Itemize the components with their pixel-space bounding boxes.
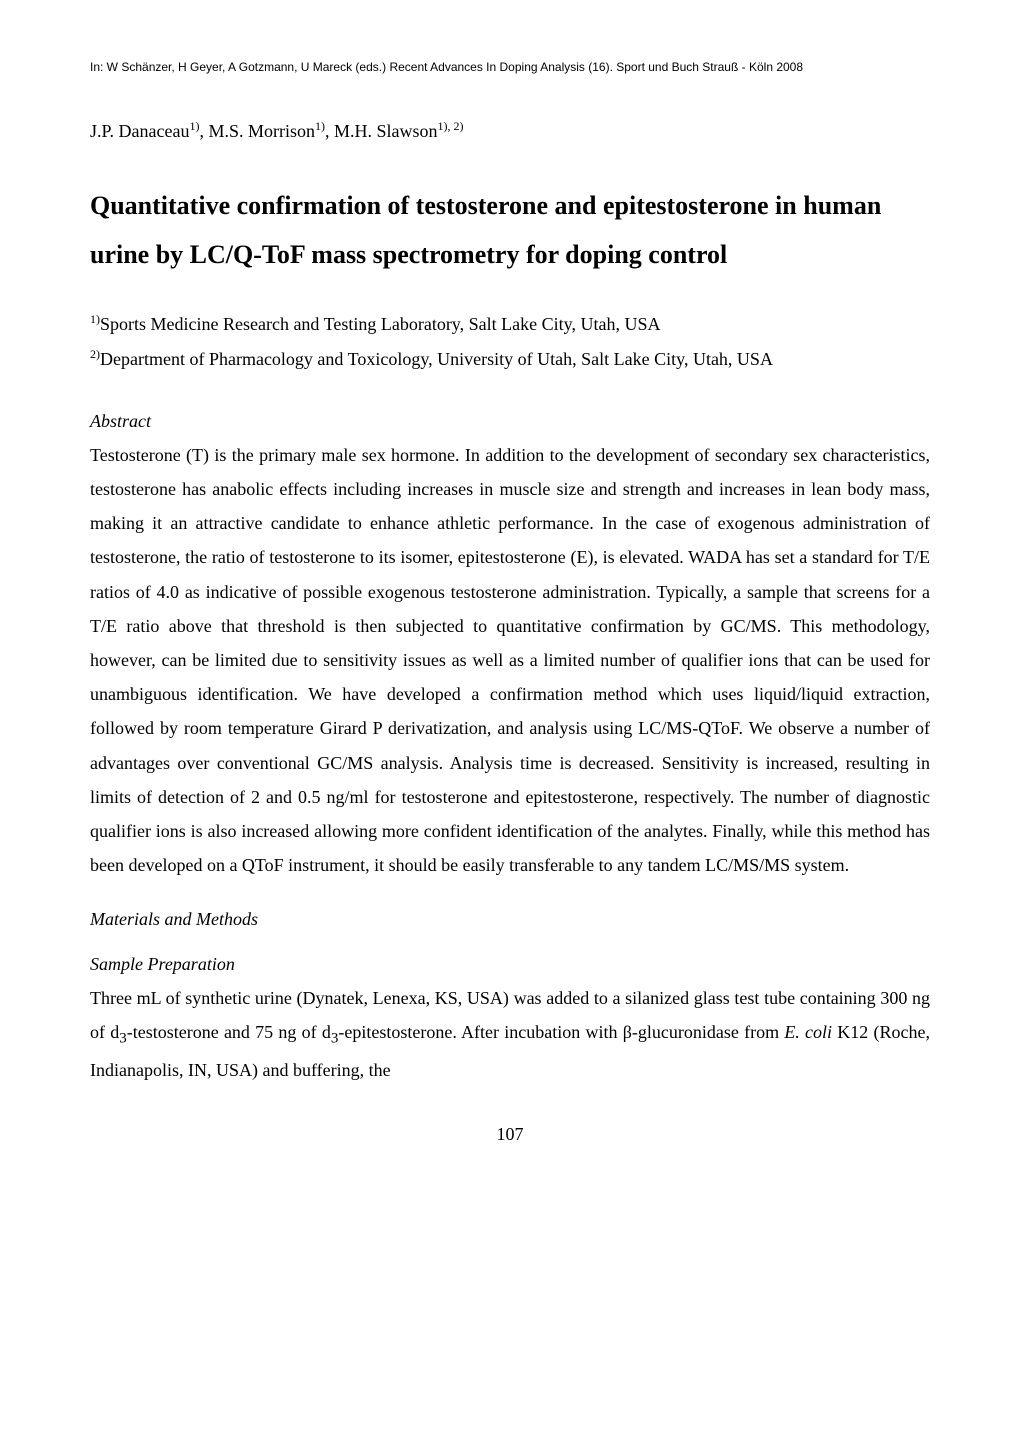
- materials-methods-heading: Materials and Methods: [90, 902, 930, 936]
- author-list: J.P. Danaceau1), M.S. Morrison1), M.H. S…: [90, 114, 930, 148]
- affiliation-2: 2)Department of Pharmacology and Toxicol…: [90, 342, 930, 376]
- affiliation-1: 1)Sports Medicine Research and Testing L…: [90, 307, 930, 341]
- sample-preparation-text: Three mL of synthetic urine (Dynatek, Le…: [90, 981, 930, 1087]
- header-citation: In: W Schänzer, H Geyer, A Gotzmann, U M…: [90, 60, 930, 74]
- abstract-text: Testosterone (T) is the primary male sex…: [90, 438, 930, 882]
- paper-title: Quantitative confirmation of testosteron…: [90, 181, 930, 280]
- affiliations-block: 1)Sports Medicine Research and Testing L…: [90, 307, 930, 375]
- page-number: 107: [90, 1117, 930, 1151]
- sample-preparation-heading: Sample Preparation: [90, 947, 930, 981]
- abstract-heading: Abstract: [90, 404, 930, 438]
